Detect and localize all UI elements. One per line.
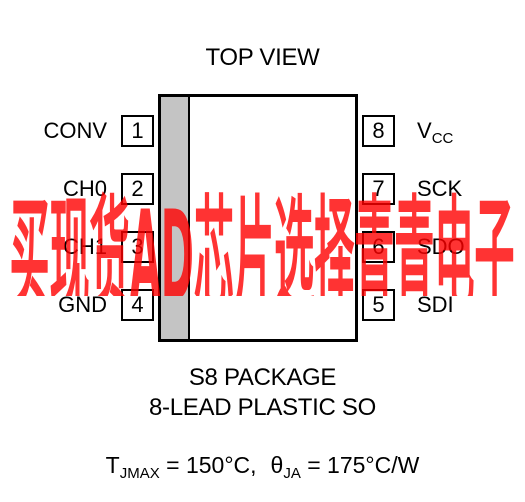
pin-3-label: CH1 (62, 234, 107, 259)
t-subscript: JMAX (119, 465, 160, 482)
pin-5: 5 (362, 289, 395, 321)
pin-1-label: CONV (43, 118, 107, 143)
t-symbol: T (105, 452, 120, 478)
pin-8-label-sub: CC (431, 130, 454, 147)
pin-2-label: CH0 (62, 176, 107, 201)
pin-8: 8 (362, 115, 395, 147)
thermal-spec: TJMAX = 150°C, θJA = 175°C/W (0, 452, 525, 482)
pin1-indicator-stripe (161, 97, 190, 339)
theta-subscript: JA (283, 465, 301, 482)
pin-2: 2 (121, 173, 154, 205)
pin-5-label: SDI (417, 292, 454, 317)
theta-value: = 175°C/W (300, 452, 420, 478)
pin-6-label: SDO (417, 234, 465, 259)
pin-4-label: GND (58, 292, 107, 317)
theta-symbol: θ (270, 452, 284, 478)
pin-8-label-main: V (417, 118, 432, 143)
pin-6: 6 (362, 231, 395, 263)
pin-7-label: SCK (417, 176, 463, 201)
package-description: 8-LEAD PLASTIC SO (149, 394, 376, 421)
pin-3: 3 (121, 231, 154, 263)
top-view-label: TOP VIEW (205, 44, 320, 71)
package-name: S8 PACKAGE (188, 364, 337, 391)
pin-1: 1 (121, 115, 154, 147)
pin-8-label: VCC (417, 117, 453, 153)
ic-package-body (158, 94, 358, 342)
t-value: = 150°C, (159, 452, 257, 478)
pin-7: 7 (362, 173, 395, 205)
pin-4: 4 (121, 289, 154, 321)
